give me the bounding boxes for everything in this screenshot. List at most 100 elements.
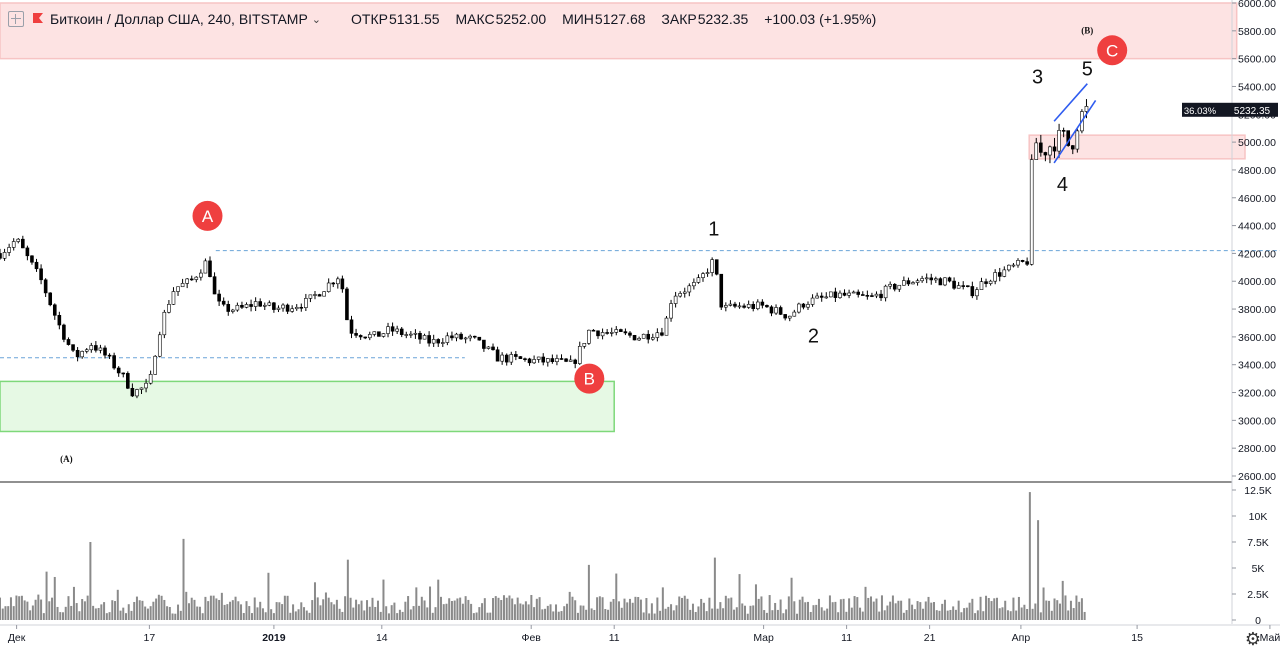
volume-bar xyxy=(212,595,215,620)
levels-layer xyxy=(0,250,1280,359)
candle-body xyxy=(112,355,116,369)
candle-body xyxy=(760,301,765,306)
candle-body xyxy=(1007,264,1011,271)
candle-body xyxy=(441,342,445,344)
volume-bar xyxy=(856,597,859,620)
volume-bar xyxy=(842,598,845,620)
volume-bar xyxy=(420,596,423,620)
wave-label-4: 4 xyxy=(1057,174,1068,196)
volume-bar xyxy=(924,601,927,620)
volume-bar xyxy=(261,608,264,620)
wave-label-2: 2 xyxy=(808,325,819,347)
candle-body xyxy=(386,326,390,334)
volume-bar xyxy=(889,601,892,620)
candle-body xyxy=(641,333,646,339)
volume-bar xyxy=(861,611,864,620)
volume-bar xyxy=(379,611,382,620)
candle-body xyxy=(1052,146,1057,152)
candle-body xyxy=(856,291,861,295)
chevron-down-icon[interactable]: ⌄ xyxy=(311,13,322,26)
candle-body xyxy=(997,272,1002,277)
candle-body xyxy=(824,296,829,299)
volume-bar xyxy=(278,602,281,620)
candle-body xyxy=(30,255,34,263)
candle-body xyxy=(491,346,495,351)
volume-bar xyxy=(352,607,355,620)
volume-bar xyxy=(834,601,837,620)
volume-bar xyxy=(574,600,577,620)
time-tick-label: Мар xyxy=(753,632,774,644)
candle-body xyxy=(705,272,710,274)
volume-bar xyxy=(12,606,15,620)
volume-bar xyxy=(1031,608,1034,620)
volume-bar xyxy=(571,596,574,620)
volume-bar xyxy=(634,596,637,620)
volume-bar xyxy=(461,603,464,620)
volume-bar xyxy=(338,608,341,620)
candle-body xyxy=(404,334,409,336)
volume-bar xyxy=(730,597,733,620)
compare-plus-icon[interactable] xyxy=(8,11,24,27)
volume-bar xyxy=(727,598,730,620)
volume-bar xyxy=(826,608,829,620)
candle-body xyxy=(431,339,436,344)
volume-bar xyxy=(81,599,84,620)
volume-bar xyxy=(859,607,862,620)
volume-bar xyxy=(72,586,75,620)
candle-body xyxy=(262,304,267,307)
volume-bar xyxy=(511,598,514,620)
settings-gear-icon[interactable]: ⚙ xyxy=(1244,629,1262,649)
candle-body xyxy=(755,301,760,309)
candle-body xyxy=(724,305,728,308)
flag-icon[interactable] xyxy=(32,12,44,26)
volume-bar xyxy=(31,605,34,620)
time-tick-label: Фев xyxy=(521,632,541,644)
volume-bar xyxy=(845,611,848,620)
candle-body xyxy=(1011,264,1016,267)
volume-bar xyxy=(587,564,590,620)
volume-bar xyxy=(913,609,916,620)
volume-bar xyxy=(760,596,763,620)
volume-bar xyxy=(1001,607,1004,620)
volume-bar xyxy=(292,604,295,620)
volume-bar xyxy=(618,601,621,620)
volume-bar xyxy=(308,612,311,620)
volume-bar xyxy=(152,601,155,620)
volume-bar xyxy=(626,602,629,620)
volume-bar xyxy=(557,611,560,620)
candle-body xyxy=(52,304,57,316)
symbol-title[interactable]: Биткоин / Доллар США, 240, BITSTAMP xyxy=(50,11,308,27)
volume-bar xyxy=(609,601,612,620)
candle-body xyxy=(870,295,874,297)
volume-tick-label: 12.5K xyxy=(1244,485,1271,497)
volume-bar xyxy=(763,610,766,620)
candle-body xyxy=(162,311,167,336)
volume-bar xyxy=(837,612,840,620)
volume-bar xyxy=(787,596,790,620)
volume-bar xyxy=(453,600,456,620)
candle-body xyxy=(1020,260,1025,262)
price-tick-label: 4800.00 xyxy=(1238,165,1276,177)
candle-body xyxy=(240,304,244,308)
volume-bar xyxy=(516,597,519,620)
volume-bar xyxy=(639,599,642,620)
candle-body xyxy=(596,330,600,337)
volume-bar xyxy=(234,596,237,620)
candle-body xyxy=(851,291,856,294)
candle-body xyxy=(1057,130,1061,152)
candle-body xyxy=(582,342,587,347)
time-tick-label: 11 xyxy=(841,632,852,644)
candle-body xyxy=(212,276,217,295)
volume-bar xyxy=(335,599,338,620)
wedge-layer xyxy=(1053,83,1097,164)
candle-body xyxy=(943,277,947,286)
volume-bar xyxy=(656,597,659,620)
volume-bar xyxy=(768,595,771,620)
volume-bar xyxy=(1083,611,1086,620)
volume-bar xyxy=(774,602,777,620)
wave-label-5: 5 xyxy=(1082,58,1093,80)
low-label: МИН xyxy=(562,11,594,27)
volume-bar xyxy=(798,599,801,620)
price-tick-label: 4200.00 xyxy=(1238,248,1276,260)
